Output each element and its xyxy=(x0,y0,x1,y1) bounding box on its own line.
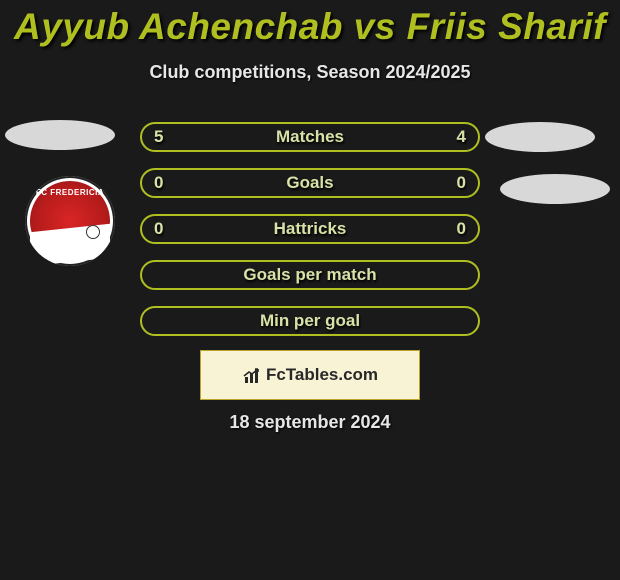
stat-right-value: 0 xyxy=(457,173,466,193)
generated-date: 18 september 2024 xyxy=(0,412,620,433)
stat-row-goals-per-match: Goals per match xyxy=(140,260,480,290)
player-right-silhouette-1 xyxy=(485,122,595,152)
club-badge-text: FC FREDERICIA xyxy=(30,188,110,197)
stat-row-goals: 0 Goals 0 xyxy=(140,168,480,198)
stat-label: Goals xyxy=(286,173,333,193)
stat-row-min-per-goal: Min per goal xyxy=(140,306,480,336)
stat-right-value: 4 xyxy=(457,127,466,147)
page-title: Ayyub Achenchab vs Friis Sharif xyxy=(0,0,620,48)
stat-label: Hattricks xyxy=(274,219,347,239)
club-badge-ball-icon xyxy=(86,225,100,239)
club-badge-inner: FC FREDERICIA xyxy=(30,181,110,261)
stat-row-hattricks: 0 Hattricks 0 xyxy=(140,214,480,244)
bar-chart-arrow-icon xyxy=(242,367,262,383)
stat-right-value: 0 xyxy=(457,219,466,239)
stat-label: Goals per match xyxy=(243,265,376,285)
season-subtitle: Club competitions, Season 2024/2025 xyxy=(0,62,620,83)
stat-label: Matches xyxy=(276,127,344,147)
stat-row-matches: 5 Matches 4 xyxy=(140,122,480,152)
stat-left-value: 0 xyxy=(154,219,163,239)
player-right-silhouette-2 xyxy=(500,174,610,204)
player-left-silhouette xyxy=(5,120,115,150)
brand-text: FcTables.com xyxy=(266,365,378,385)
stat-left-value: 5 xyxy=(154,127,163,147)
brand-box: FcTables.com xyxy=(200,350,420,400)
stat-left-value: 0 xyxy=(154,173,163,193)
club-badge-left: FC FREDERICIA xyxy=(25,176,115,266)
stat-label: Min per goal xyxy=(260,311,360,331)
comparison-infographic: Ayyub Achenchab vs Friis Sharif Club com… xyxy=(0,0,620,580)
